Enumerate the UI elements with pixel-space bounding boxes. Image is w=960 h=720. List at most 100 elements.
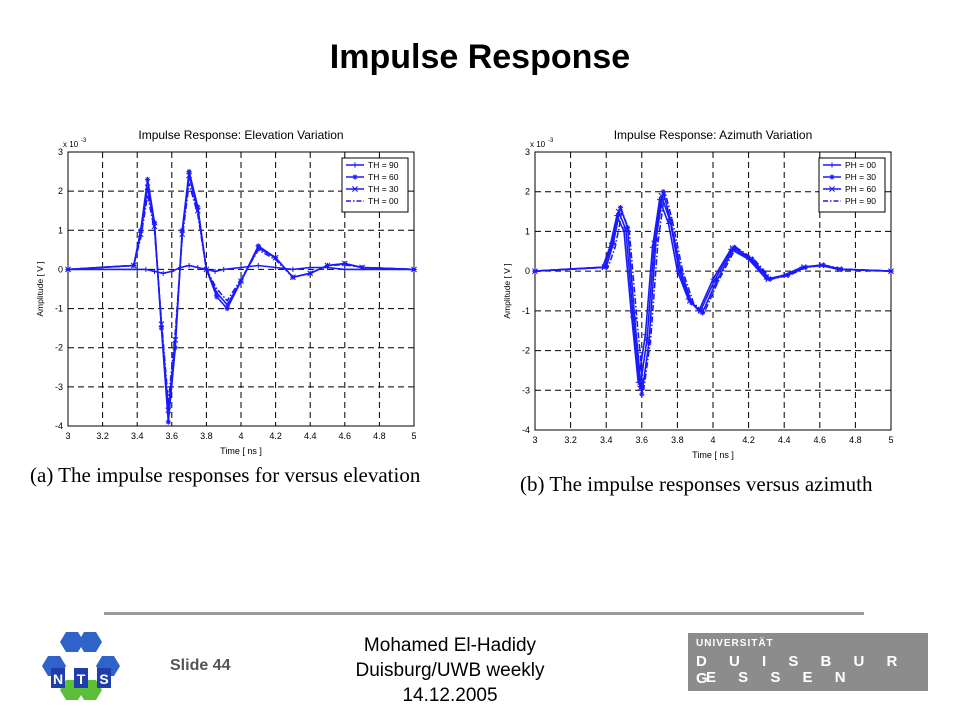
chart-elevation-x-tick-label: 3.6 [166, 431, 179, 441]
chart-azimuth-y-tick-label: 0 [525, 266, 530, 276]
chart-elevation-y-tick-label: -1 [55, 304, 63, 314]
chart-azimuth-x-tick-label: 4.4 [778, 435, 791, 445]
chart-azimuth-x-tick-label: 3.6 [636, 435, 649, 445]
slide-number: Slide 44 [170, 657, 231, 674]
chart-azimuth-series-2-marker-b [651, 240, 658, 247]
footer-info: Mohamed El-Hadidy Duisburg/UWB weekly 14… [320, 633, 580, 708]
chart-elevation-legend-label: TH = 60 [368, 172, 399, 182]
chart-elevation-x-tick-label: 4.6 [339, 431, 352, 441]
chart-elevation-x-tick-label: 3.4 [131, 431, 144, 441]
chart-azimuth-x-tick-label: 3.2 [564, 435, 577, 445]
chart-azimuth-series-line-3 [534, 191, 892, 391]
chart-elevation-legend-label: TH = 90 [368, 160, 399, 170]
chart-elevation-y-label: Amplitude [ V ] [35, 261, 45, 316]
chart-azimuth-y-multiplier: x 10 [530, 140, 546, 149]
chart-azimuth-series-1-marker-b [660, 189, 666, 194]
chart-azimuth-y-tick-label: -4 [522, 425, 530, 435]
chart-azimuth-x-tick-label: 3.4 [600, 435, 613, 445]
chart-azimuth-series-2-marker-b [532, 268, 538, 275]
chart-azimuth-x-tick-label: 4 [710, 435, 715, 445]
chart-azimuth-series-2-marker-b [658, 192, 665, 199]
chart-elevation-legend-label: TH = 00 [368, 196, 399, 206]
chart-azimuth-x-tick-label: 3 [532, 435, 537, 445]
chart-azimuth-legend [818, 157, 886, 213]
chart-elevation-y-multiplier: x 10 [63, 140, 79, 149]
university-logo-line2: E S S E N [706, 669, 855, 686]
chart-azimuth-series-2-marker-b [637, 385, 643, 392]
footer-meeting: Duisburg/UWB weekly [355, 660, 545, 681]
chart-elevation-x-tick-label: 5 [411, 431, 416, 441]
chart-elevation-y-tick-label: 2 [58, 186, 63, 196]
chart-elevation-series-1-marker-b [186, 169, 192, 174]
chart-elevation-y-tick-label: 1 [58, 225, 63, 235]
chart-elevation-legend-marker-b [352, 186, 358, 192]
chart-elevation-series-1-marker-b [214, 294, 219, 300]
chart-elevation-legend-label: TH = 30 [368, 184, 399, 194]
chart-elevation-series-2-marker-b [144, 184, 151, 191]
chart-elevation-x-tick-label: 4.2 [269, 431, 282, 441]
chart-azimuth-x-tick-label: 4.8 [849, 435, 862, 445]
chart-elevation-y-multiplier-exp: -3 [81, 138, 87, 144]
chart-azimuth-series-3 [534, 191, 892, 391]
chart-elevation-y-tick-label: 0 [58, 264, 63, 274]
chart-elevation-title: Impulse Response: Elevation Variation [138, 128, 343, 142]
chart-azimuth-legend-label: PH = 30 [845, 172, 876, 182]
nts-logo: N T S [42, 632, 120, 700]
chart-azimuth-y-tick-label: -2 [522, 346, 530, 356]
chart-azimuth-series-2-marker-b [697, 307, 704, 314]
nts-letter-s: S [99, 671, 108, 687]
chart-azimuth-legend-label: PH = 60 [845, 184, 876, 194]
chart-elevation-y-tick-label: -4 [55, 421, 63, 431]
university-logo: UNIVERSITÄT D U I S B U R G E S S E N [688, 633, 928, 691]
chart-elevation-series-2-marker-b [411, 266, 417, 273]
chart-azimuth-series-2-marker-b [608, 242, 615, 249]
chart-azimuth-y-multiplier-exp: -3 [548, 138, 554, 144]
chart-azimuth-y-tick-label: -1 [522, 306, 530, 316]
chart-azimuth-x-tick-label: 4.2 [742, 435, 755, 445]
nts-letter-n: N [53, 671, 63, 687]
chart-azimuth-x-tick-label: 3.8 [671, 435, 684, 445]
impulse-response-plots: Impulse Response: Elevation Variation x 1… [35, 128, 894, 460]
chart-azimuth-series-2-marker-b [747, 256, 754, 263]
chart-azimuth-legend-label: PH = 00 [845, 160, 876, 170]
chart-elevation-series-2-marker-b [203, 266, 210, 273]
university-logo-top: UNIVERSITÄT [696, 638, 774, 649]
university-logo-line1: D U I S B U R G [696, 653, 907, 687]
chart-elevation-series-2-marker-b [65, 266, 71, 273]
chart-elevation-series-1-marker-b [224, 306, 230, 311]
chart-elevation-y-tick-label: -2 [55, 343, 63, 353]
chart-azimuth-series-2-marker-b [711, 276, 718, 283]
chart-azimuth-series-2-marker-b [888, 268, 894, 275]
chart-azimuth-series-2-marker-b [676, 268, 683, 275]
chart-azimuth-legend-label: PH = 90 [845, 196, 876, 206]
chart-elevation-series-2-marker-b [255, 244, 262, 251]
footer-author: Mohamed El-Hadidy [363, 635, 537, 656]
chart-elevation-y-tick-label: 3 [58, 147, 63, 157]
chart-azimuth-series-2-marker-b [667, 218, 674, 225]
chart-azimuth-series-2-marker-b [644, 335, 651, 342]
chart-azimuth-y-tick-label: 3 [525, 147, 530, 157]
chart-azimuth-legend-marker-b [829, 186, 835, 192]
chart-elevation-x-tick-label: 3.8 [200, 431, 213, 441]
chart-elevation-series-2-marker-b [186, 172, 193, 179]
chart-azimuth-series-1-marker-b [639, 392, 644, 397]
chart-elevation-series-2-marker-b [224, 301, 231, 308]
chart-azimuth-y-label: Amplitude [ V ] [502, 263, 512, 318]
nts-hexagon-cluster [42, 632, 120, 700]
caption-azimuth: (b) The impulse responses versus azimuth [520, 472, 873, 496]
chart-azimuth-x-tick-label: 4.6 [814, 435, 827, 445]
chart-elevation-series-3 [67, 183, 415, 403]
chart-elevation-series-2-marker-b [194, 207, 201, 214]
caption-elevation: (a) The impulse responses for versus ele… [30, 463, 421, 487]
chart-elevation-x-tick-label: 4.4 [304, 431, 317, 441]
chart-azimuth-y-tick-label: 1 [525, 226, 530, 236]
chart-azimuth-y-tick-label: -3 [522, 385, 530, 395]
chart-elevation-legend [341, 157, 409, 213]
chart-azimuth-series-1-marker-b [618, 205, 623, 210]
footer-divider [104, 612, 864, 615]
chart-azimuth-series-2-marker-b [629, 311, 636, 318]
chart-elevation-x-tick-label: 4 [238, 431, 243, 441]
chart-elevation-series-2-marker-b [272, 254, 279, 261]
slide-title: Impulse Response [329, 38, 631, 76]
chart-azimuth-x-label: Time [ ns ] [692, 450, 734, 460]
